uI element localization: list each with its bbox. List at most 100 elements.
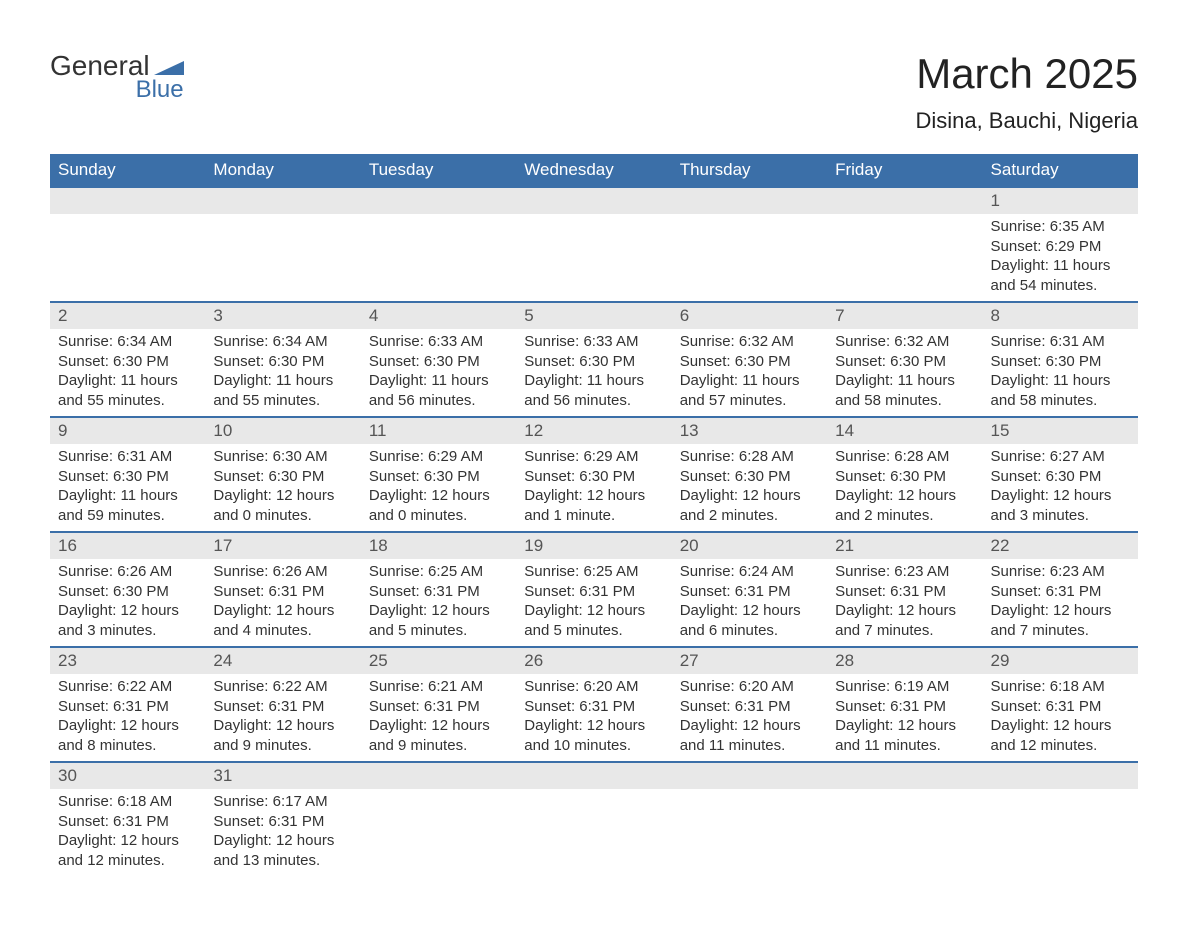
daylight-text-2: and 12 minutes. xyxy=(991,736,1130,756)
sunset-text: Sunset: 6:31 PM xyxy=(835,582,974,602)
day-data-cell: Sunrise: 6:19 AMSunset: 6:31 PMDaylight:… xyxy=(827,674,982,762)
sunset-text: Sunset: 6:29 PM xyxy=(991,237,1130,257)
day-number-cell: 13 xyxy=(672,417,827,444)
sunrise-text: Sunrise: 6:28 AM xyxy=(680,447,819,467)
sunrise-text: Sunrise: 6:25 AM xyxy=(369,562,508,582)
day-data-cell: Sunrise: 6:33 AMSunset: 6:30 PMDaylight:… xyxy=(361,329,516,417)
daylight-text-2: and 54 minutes. xyxy=(991,276,1130,296)
weekday-header: Tuesday xyxy=(361,154,516,187)
daylight-text-1: Daylight: 12 hours xyxy=(991,601,1130,621)
daylight-text-1: Daylight: 11 hours xyxy=(835,371,974,391)
daylight-text-1: Daylight: 11 hours xyxy=(680,371,819,391)
sunrise-text: Sunrise: 6:32 AM xyxy=(680,332,819,352)
day-data-cell: Sunrise: 6:22 AMSunset: 6:31 PMDaylight:… xyxy=(205,674,360,762)
day-data-cell: Sunrise: 6:34 AMSunset: 6:30 PMDaylight:… xyxy=(50,329,205,417)
sunrise-text: Sunrise: 6:33 AM xyxy=(524,332,663,352)
daylight-text-2: and 3 minutes. xyxy=(991,506,1130,526)
day-number-cell: 18 xyxy=(361,532,516,559)
sunrise-text: Sunrise: 6:31 AM xyxy=(991,332,1130,352)
day-data-cell: Sunrise: 6:31 AMSunset: 6:30 PMDaylight:… xyxy=(50,444,205,532)
daylight-text-1: Daylight: 11 hours xyxy=(58,371,197,391)
header: General Blue March 2025 Disina, Bauchi, … xyxy=(50,50,1138,134)
daylight-text-2: and 11 minutes. xyxy=(835,736,974,756)
daylight-text-1: Daylight: 12 hours xyxy=(835,716,974,736)
sunrise-text: Sunrise: 6:27 AM xyxy=(991,447,1130,467)
day-data-cell: Sunrise: 6:21 AMSunset: 6:31 PMDaylight:… xyxy=(361,674,516,762)
daylight-text-1: Daylight: 12 hours xyxy=(680,486,819,506)
day-number-cell: 7 xyxy=(827,302,982,329)
daylight-text-1: Daylight: 11 hours xyxy=(213,371,352,391)
sunset-text: Sunset: 6:31 PM xyxy=(835,697,974,717)
day-number-cell: 3 xyxy=(205,302,360,329)
daylight-text-1: Daylight: 12 hours xyxy=(680,716,819,736)
sunrise-text: Sunrise: 6:35 AM xyxy=(991,217,1130,237)
sunrise-text: Sunrise: 6:26 AM xyxy=(58,562,197,582)
month-title: March 2025 xyxy=(915,50,1138,98)
sunrise-text: Sunrise: 6:31 AM xyxy=(58,447,197,467)
day-data-cell: Sunrise: 6:25 AMSunset: 6:31 PMDaylight:… xyxy=(361,559,516,647)
day-number-cell: 16 xyxy=(50,532,205,559)
day-number-cell xyxy=(516,187,671,214)
day-number-cell: 5 xyxy=(516,302,671,329)
sunset-text: Sunset: 6:31 PM xyxy=(991,697,1130,717)
day-number-cell: 17 xyxy=(205,532,360,559)
day-data-cell: Sunrise: 6:32 AMSunset: 6:30 PMDaylight:… xyxy=(672,329,827,417)
sunset-text: Sunset: 6:30 PM xyxy=(680,467,819,487)
day-data-cell: Sunrise: 6:26 AMSunset: 6:31 PMDaylight:… xyxy=(205,559,360,647)
sunrise-text: Sunrise: 6:18 AM xyxy=(58,792,197,812)
title-block: March 2025 Disina, Bauchi, Nigeria xyxy=(915,50,1138,134)
day-data-cell: Sunrise: 6:25 AMSunset: 6:31 PMDaylight:… xyxy=(516,559,671,647)
day-number-cell: 11 xyxy=(361,417,516,444)
day-number-row: 23242526272829 xyxy=(50,647,1138,674)
day-data-row: Sunrise: 6:34 AMSunset: 6:30 PMDaylight:… xyxy=(50,329,1138,417)
daylight-text-2: and 58 minutes. xyxy=(835,391,974,411)
sunset-text: Sunset: 6:31 PM xyxy=(524,697,663,717)
daylight-text-1: Daylight: 11 hours xyxy=(991,256,1130,276)
sunset-text: Sunset: 6:31 PM xyxy=(369,697,508,717)
day-number-cell xyxy=(672,187,827,214)
day-data-cell: Sunrise: 6:20 AMSunset: 6:31 PMDaylight:… xyxy=(672,674,827,762)
sunrise-text: Sunrise: 6:33 AM xyxy=(369,332,508,352)
day-data-cell: Sunrise: 6:28 AMSunset: 6:30 PMDaylight:… xyxy=(827,444,982,532)
day-data-row: Sunrise: 6:35 AMSunset: 6:29 PMDaylight:… xyxy=(50,214,1138,302)
day-number-cell: 14 xyxy=(827,417,982,444)
sunrise-text: Sunrise: 6:34 AM xyxy=(213,332,352,352)
day-data-cell: Sunrise: 6:23 AMSunset: 6:31 PMDaylight:… xyxy=(983,559,1138,647)
weekday-header-row: SundayMondayTuesdayWednesdayThursdayFrid… xyxy=(50,154,1138,187)
daylight-text-2: and 6 minutes. xyxy=(680,621,819,641)
sunset-text: Sunset: 6:30 PM xyxy=(58,352,197,372)
day-number-cell: 20 xyxy=(672,532,827,559)
day-number-cell: 28 xyxy=(827,647,982,674)
day-data-row: Sunrise: 6:26 AMSunset: 6:30 PMDaylight:… xyxy=(50,559,1138,647)
day-number-cell: 8 xyxy=(983,302,1138,329)
day-data-cell: Sunrise: 6:24 AMSunset: 6:31 PMDaylight:… xyxy=(672,559,827,647)
daylight-text-2: and 55 minutes. xyxy=(213,391,352,411)
day-number-cell xyxy=(672,762,827,789)
sunset-text: Sunset: 6:30 PM xyxy=(369,352,508,372)
sunset-text: Sunset: 6:30 PM xyxy=(991,352,1130,372)
weekday-header: Saturday xyxy=(983,154,1138,187)
day-data-cell xyxy=(672,789,827,876)
day-data-cell: Sunrise: 6:29 AMSunset: 6:30 PMDaylight:… xyxy=(361,444,516,532)
day-number-cell: 22 xyxy=(983,532,1138,559)
sunset-text: Sunset: 6:31 PM xyxy=(680,697,819,717)
daylight-text-1: Daylight: 11 hours xyxy=(369,371,508,391)
sunset-text: Sunset: 6:31 PM xyxy=(680,582,819,602)
day-data-cell: Sunrise: 6:26 AMSunset: 6:30 PMDaylight:… xyxy=(50,559,205,647)
day-number-cell: 30 xyxy=(50,762,205,789)
sunrise-text: Sunrise: 6:23 AM xyxy=(835,562,974,582)
day-number-cell xyxy=(983,762,1138,789)
day-number-row: 1 xyxy=(50,187,1138,214)
sunset-text: Sunset: 6:30 PM xyxy=(991,467,1130,487)
daylight-text-1: Daylight: 12 hours xyxy=(369,486,508,506)
day-data-cell: Sunrise: 6:32 AMSunset: 6:30 PMDaylight:… xyxy=(827,329,982,417)
sunrise-text: Sunrise: 6:18 AM xyxy=(991,677,1130,697)
daylight-text-2: and 56 minutes. xyxy=(524,391,663,411)
daylight-text-1: Daylight: 12 hours xyxy=(58,716,197,736)
sunset-text: Sunset: 6:30 PM xyxy=(835,467,974,487)
daylight-text-2: and 57 minutes. xyxy=(680,391,819,411)
day-number-cell: 12 xyxy=(516,417,671,444)
daylight-text-2: and 11 minutes. xyxy=(680,736,819,756)
weekday-header: Monday xyxy=(205,154,360,187)
sunrise-text: Sunrise: 6:17 AM xyxy=(213,792,352,812)
